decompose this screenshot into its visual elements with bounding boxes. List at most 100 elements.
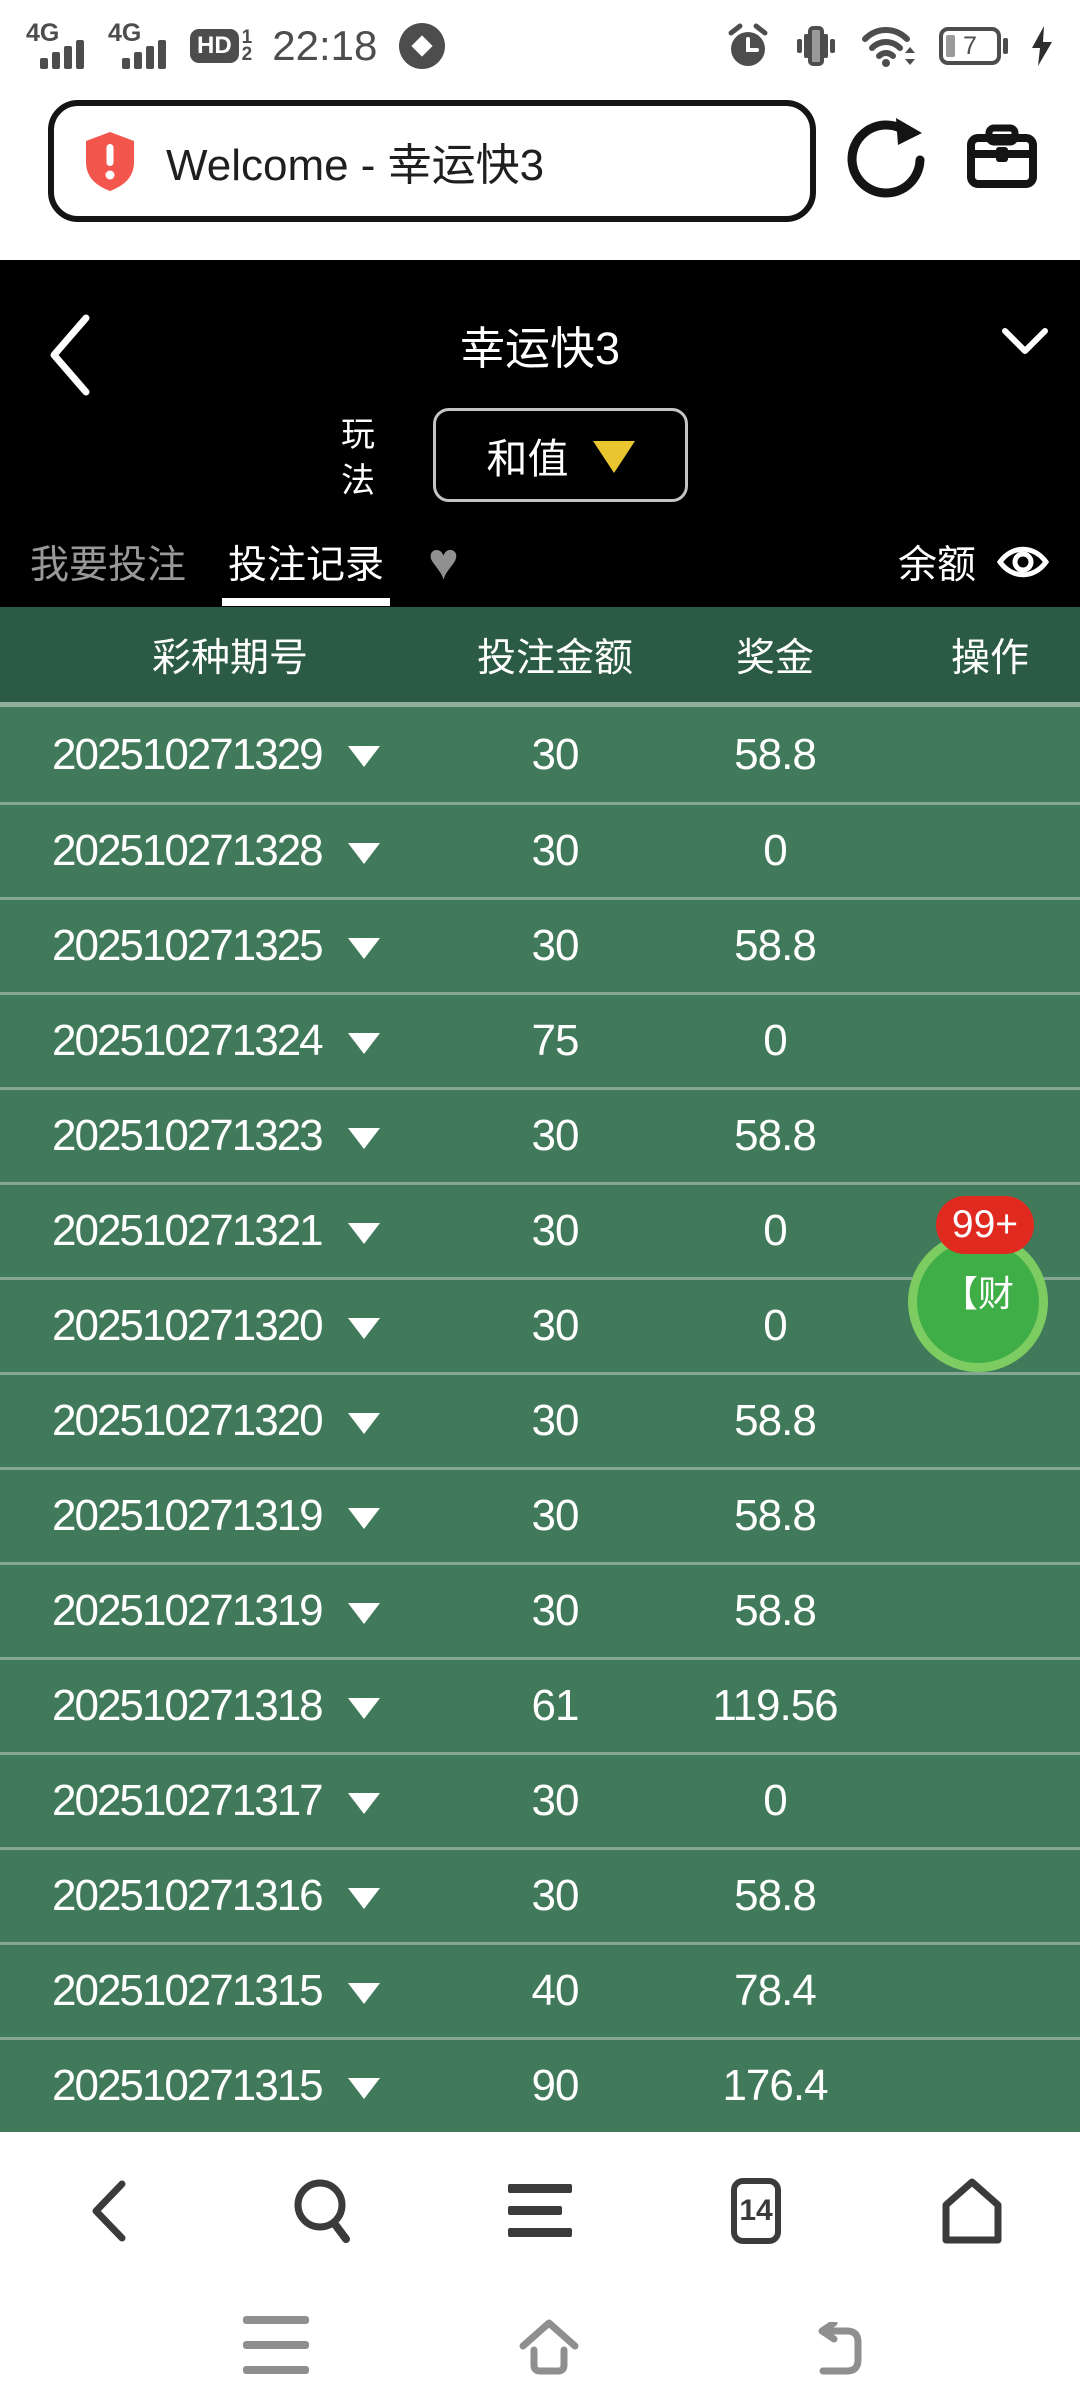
- expand-caret-icon[interactable]: [347, 842, 380, 864]
- home-icon[interactable]: [864, 2177, 1080, 2245]
- tab-place-bet[interactable]: 我要投注: [30, 544, 187, 587]
- address-bar[interactable]: Welcome - 幸运快3: [48, 100, 816, 222]
- period-number: 202510271315: [52, 1966, 324, 2015]
- expand-caret-icon[interactable]: [347, 937, 380, 959]
- prize-amount: 58.8: [734, 1586, 817, 1635]
- table-row[interactable]: 202510271320 30 58.8: [0, 1372, 1080, 1467]
- table-row[interactable]: 202510271323 30 58.8: [0, 1087, 1080, 1182]
- bet-amount: 30: [531, 1396, 580, 1445]
- tab-switcher-button[interactable]: 14: [648, 2177, 864, 2244]
- period-number: 202510271319: [52, 1586, 324, 1635]
- col-header-amount: 投注金额: [476, 636, 633, 680]
- page-title-url: Welcome - 幸运快3: [166, 141, 545, 190]
- table-row[interactable]: 202510271319 30 58.8: [0, 1467, 1080, 1562]
- browser-toolbar: Welcome - 幸运快3: [48, 100, 1058, 222]
- bet-amount: 30: [531, 1586, 580, 1635]
- expand-caret-icon[interactable]: [347, 1222, 380, 1244]
- bet-amount: 30: [531, 1206, 580, 1255]
- prize-amount: 0: [763, 1776, 787, 1825]
- period-number: 202510271321: [52, 1206, 324, 1255]
- expand-caret-icon[interactable]: [347, 1412, 380, 1434]
- toolbox-button[interactable]: [966, 124, 1038, 190]
- balance-label: 余额: [897, 544, 976, 587]
- table-row[interactable]: 202510271325 30 58.8: [0, 897, 1080, 992]
- expand-caret-icon[interactable]: [347, 1032, 380, 1054]
- menu-icon[interactable]: [432, 2182, 648, 2240]
- table-row[interactable]: 202510271315 40 78.4: [0, 1942, 1080, 2037]
- tab-bet-records[interactable]: 投注记录: [222, 534, 391, 606]
- period-number: 202510271320: [52, 1396, 324, 1445]
- battery-icon: 7: [939, 27, 1008, 65]
- col-header-period: 彩种期号: [151, 636, 308, 680]
- table-row[interactable]: 202510271315 90 176.4: [0, 2037, 1080, 2132]
- dropdown-triangle-icon: [592, 441, 635, 473]
- network-type-label: 4G: [26, 19, 60, 47]
- expand-caret-icon[interactable]: [347, 1697, 380, 1719]
- network-type-label: 4G: [108, 19, 142, 47]
- floating-service-label: 【财: [941, 1273, 1014, 1314]
- balance-toggle[interactable]: 余额: [898, 534, 1050, 590]
- period-number: 202510271318: [52, 1681, 324, 1730]
- prize-amount: 58.8: [734, 1396, 817, 1445]
- table-row[interactable]: 202510271328 30 0: [0, 802, 1080, 897]
- prize-amount: 0: [763, 1301, 787, 1350]
- expand-caret-icon[interactable]: [347, 1792, 380, 1814]
- notification-badge: 99+: [936, 1196, 1034, 1254]
- expand-caret-icon[interactable]: [347, 1507, 380, 1529]
- bet-amount: 30: [531, 826, 580, 875]
- search-icon[interactable]: [216, 2177, 432, 2245]
- bet-amount: 30: [531, 1871, 580, 1920]
- expand-caret-icon[interactable]: [347, 1887, 380, 1909]
- eye-icon[interactable]: [996, 542, 1050, 582]
- prize-amount: 58.8: [734, 1871, 817, 1920]
- bet-amount: 75: [531, 1016, 580, 1065]
- expand-caret-icon[interactable]: [347, 1317, 380, 1339]
- period-number: 202510271323: [52, 1111, 324, 1160]
- table-row[interactable]: 202510271319 30 58.8: [0, 1562, 1080, 1657]
- table-row[interactable]: 202510271318 61 119.56: [0, 1657, 1080, 1752]
- bet-amount: 30: [531, 921, 580, 970]
- period-number: 202510271316: [52, 1871, 324, 1920]
- expand-caret-icon[interactable]: [347, 746, 380, 767]
- expand-caret-icon[interactable]: [347, 1982, 380, 2004]
- charging-bolt-icon: [1030, 26, 1054, 66]
- period-number: 202510271325: [52, 921, 324, 970]
- col-header-prize: 奖金: [735, 636, 814, 680]
- android-back-button[interactable]: [803, 2322, 867, 2376]
- table-row[interactable]: 202510271320 30 0: [0, 1277, 1080, 1372]
- period-number: 202510271329: [52, 729, 324, 779]
- refresh-button[interactable]: [842, 116, 930, 204]
- table-row[interactable]: 202510271321 30 0: [0, 1182, 1080, 1277]
- play-method-value: 和值: [486, 436, 569, 482]
- chevron-down-icon[interactable]: [1000, 326, 1050, 356]
- table-row[interactable]: 202510271329 30 58.8: [0, 707, 1080, 802]
- android-home-button[interactable]: [516, 2316, 582, 2378]
- back-button[interactable]: [46, 312, 92, 398]
- bet-amount: 30: [531, 1776, 580, 1825]
- favorite-heart-icon[interactable]: ♥: [428, 533, 459, 591]
- play-method-dropdown[interactable]: 和值: [433, 408, 688, 502]
- alarm-icon: [725, 23, 771, 69]
- recents-button[interactable]: [243, 2316, 309, 2374]
- period-number: 202510271324: [52, 1016, 324, 1065]
- floating-service-button[interactable]: 【财: [908, 1232, 1048, 1372]
- page-title: 幸运快3: [459, 323, 621, 374]
- period-number: 202510271320: [52, 1301, 324, 1350]
- bet-amount: 61: [531, 1681, 580, 1730]
- table-row[interactable]: 202510271324 75 0: [0, 992, 1080, 1087]
- expand-caret-icon[interactable]: [347, 2077, 380, 2099]
- col-header-action: 操作: [950, 636, 1029, 680]
- expand-caret-icon[interactable]: [347, 1602, 380, 1624]
- table-row[interactable]: 202510271317 30 0: [0, 1752, 1080, 1847]
- prize-amount: 58.8: [734, 729, 817, 779]
- app-notification-icon: [399, 23, 446, 69]
- bet-amount: 40: [531, 1966, 580, 2015]
- play-method-label: 玩法: [341, 416, 375, 500]
- expand-caret-icon[interactable]: [347, 1127, 380, 1149]
- bet-amount: 30: [531, 1301, 580, 1350]
- tab-bar: 我要投注 投注记录 ♥ 余额: [0, 517, 1080, 607]
- table-row[interactable]: 202510271316 30 58.8: [0, 1847, 1080, 1942]
- period-number: 202510271319: [52, 1491, 324, 1540]
- browser-back-button[interactable]: [0, 2177, 216, 2245]
